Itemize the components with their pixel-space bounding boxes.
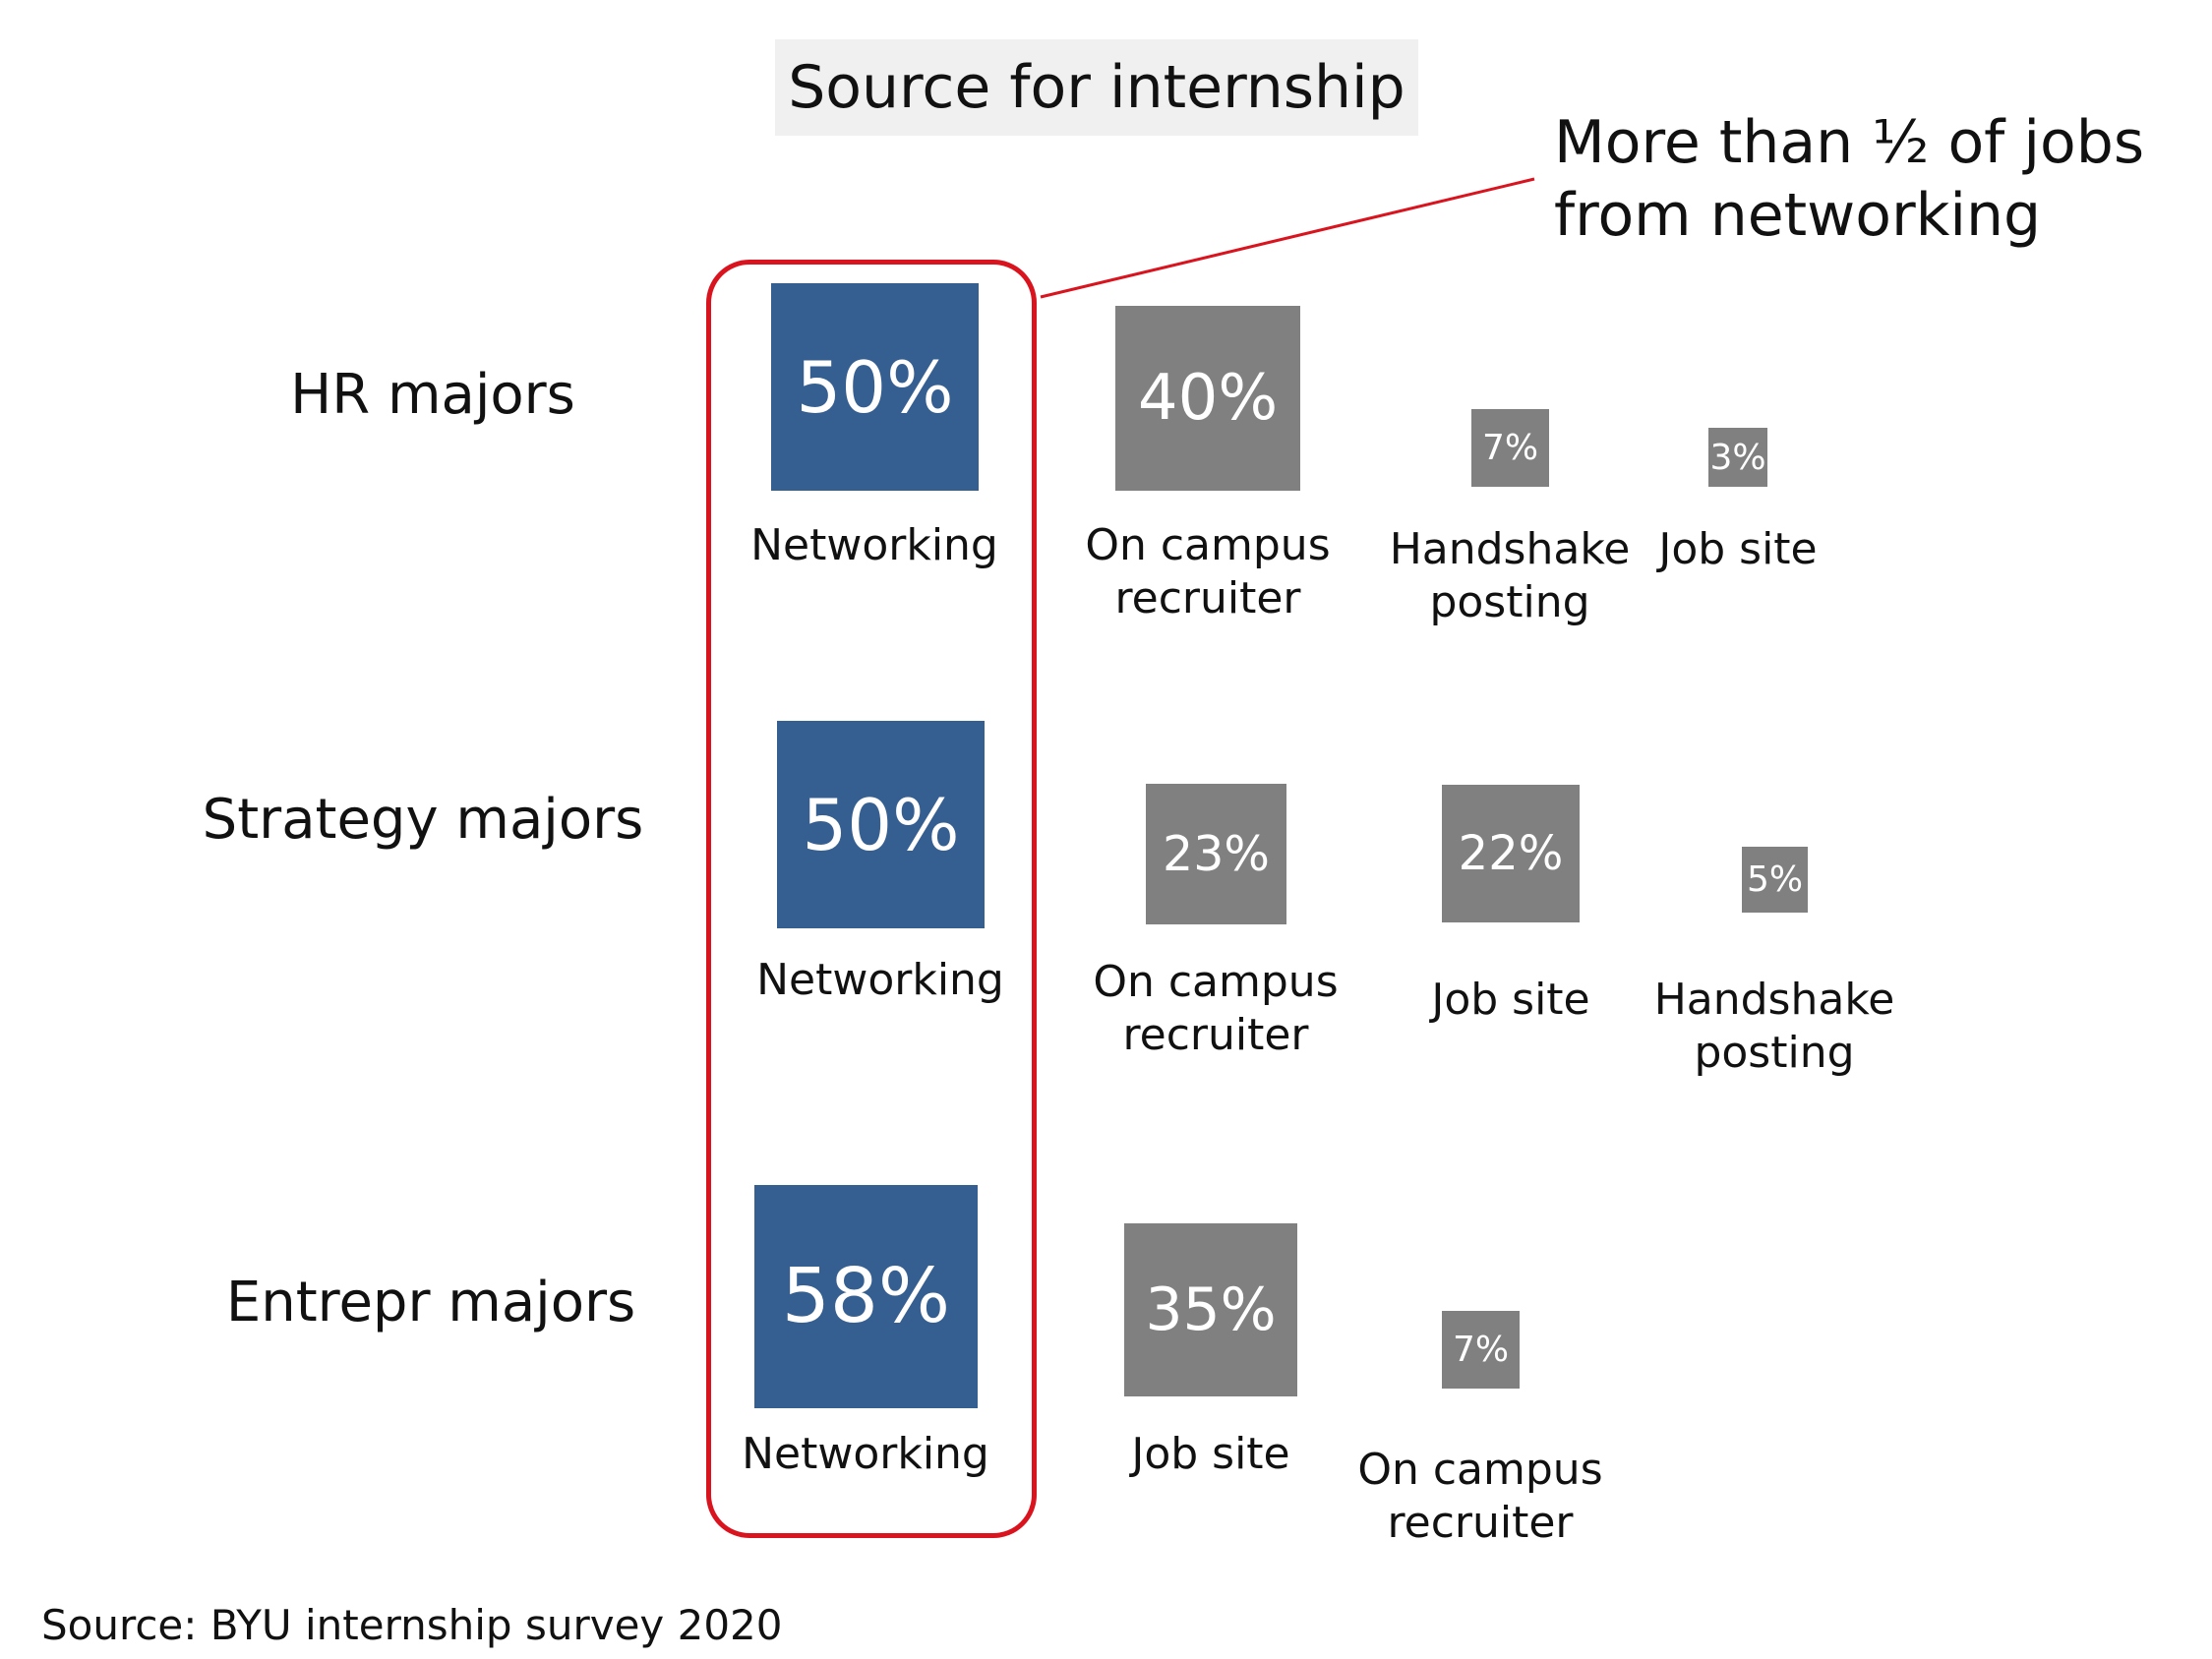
value-box: 35%	[1124, 1223, 1297, 1396]
category-label: Networking	[756, 955, 1004, 1005]
value-box: 3%	[1708, 428, 1767, 487]
category-label: Job site	[1131, 1429, 1290, 1479]
category-label: Networking	[750, 520, 998, 570]
row-label: Strategy majors	[202, 788, 644, 852]
networking-highlight-frame	[706, 260, 1037, 1538]
category-label: Job site	[1658, 524, 1818, 574]
networking-value-box: 50%	[777, 721, 985, 928]
value-box: 7%	[1471, 409, 1549, 487]
category-label: On campus recruiter	[1085, 520, 1331, 623]
chart-title: Source for internship	[775, 39, 1418, 136]
value-box: 7%	[1442, 1311, 1520, 1389]
category-label: Job site	[1431, 975, 1590, 1025]
source-note: Source: BYU internship survey 2020	[41, 1601, 783, 1649]
category-label: Networking	[742, 1429, 989, 1479]
networking-value-box: 50%	[771, 283, 979, 491]
value-box: 22%	[1442, 785, 1580, 922]
value-box: 40%	[1115, 306, 1300, 491]
category-label: On campus recruiter	[1093, 957, 1339, 1060]
value-box: 23%	[1146, 784, 1286, 924]
row-label: HR majors	[290, 363, 575, 427]
value-box: 5%	[1742, 847, 1808, 913]
callout-annotation: More than ½ of jobs from networking	[1554, 108, 2145, 250]
row-label: Entrepr majors	[225, 1271, 636, 1334]
networking-value-box: 58%	[754, 1185, 978, 1408]
category-label: On campus recruiter	[1357, 1445, 1603, 1548]
category-label: Handshake posting	[1389, 524, 1631, 627]
category-label: Handshake posting	[1653, 975, 1895, 1078]
